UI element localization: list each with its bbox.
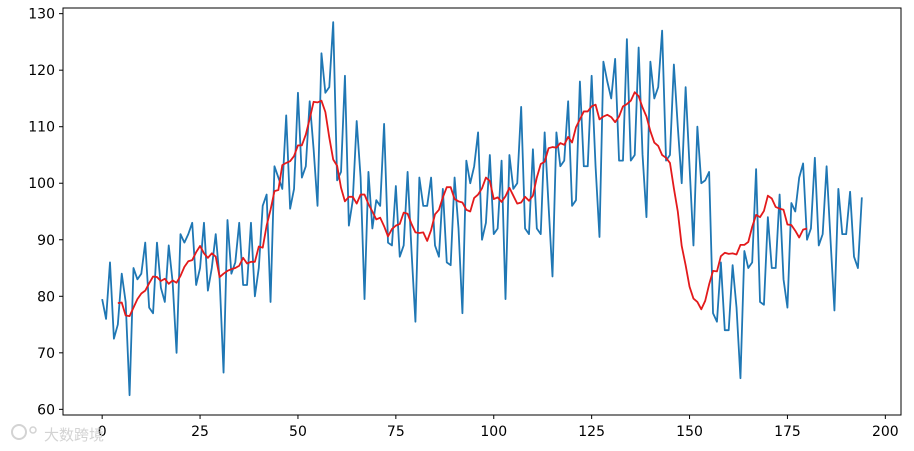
- y-tick-label: 70: [37, 346, 55, 362]
- y-tick-label: 90: [37, 233, 55, 249]
- x-tick-label: 25: [191, 424, 209, 440]
- y-tick-label: 110: [28, 120, 55, 136]
- x-tick-label: 50: [289, 424, 307, 440]
- x-tick-label: 75: [387, 424, 405, 440]
- y-axis-ticks: 60 70 80 90 100 110 120 130: [28, 7, 63, 418]
- watermark-text: 大数跨境: [44, 426, 104, 444]
- watermark-logo-dot-icon: [29, 426, 37, 434]
- x-tick-label: 100: [480, 424, 507, 440]
- y-tick-label: 120: [28, 63, 55, 79]
- series-line-1: [117, 91, 808, 317]
- x-tick-label: 125: [578, 424, 605, 440]
- plot-area: [62, 7, 902, 416]
- x-tick-label: 0: [98, 424, 107, 440]
- y-tick-label: 130: [28, 7, 55, 23]
- y-tick-label: 60: [37, 402, 55, 418]
- x-tick-label: 150: [676, 424, 703, 440]
- x-axis-ticks: 0 25 50 75 100 125 150 175 200: [98, 415, 899, 440]
- y-tick-label: 80: [37, 289, 55, 305]
- series-line-0: [101, 21, 863, 397]
- x-tick-label: 175: [774, 424, 801, 440]
- watermark-logo-icon: [11, 424, 27, 440]
- y-tick-label: 100: [28, 176, 55, 192]
- series-layer: [101, 21, 863, 397]
- watermark: 大数跨境: [11, 424, 104, 444]
- x-tick-label: 200: [872, 424, 899, 440]
